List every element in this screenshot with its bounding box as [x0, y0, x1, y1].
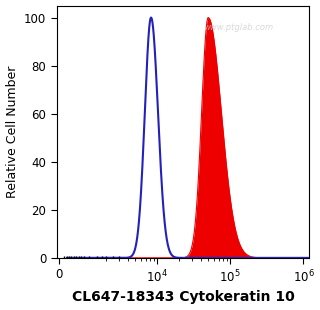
- Text: www.ptglab.com: www.ptglab.com: [203, 23, 273, 32]
- X-axis label: CL647-18343 Cytokeratin 10: CL647-18343 Cytokeratin 10: [72, 290, 294, 304]
- Y-axis label: Relative Cell Number: Relative Cell Number: [5, 65, 19, 198]
